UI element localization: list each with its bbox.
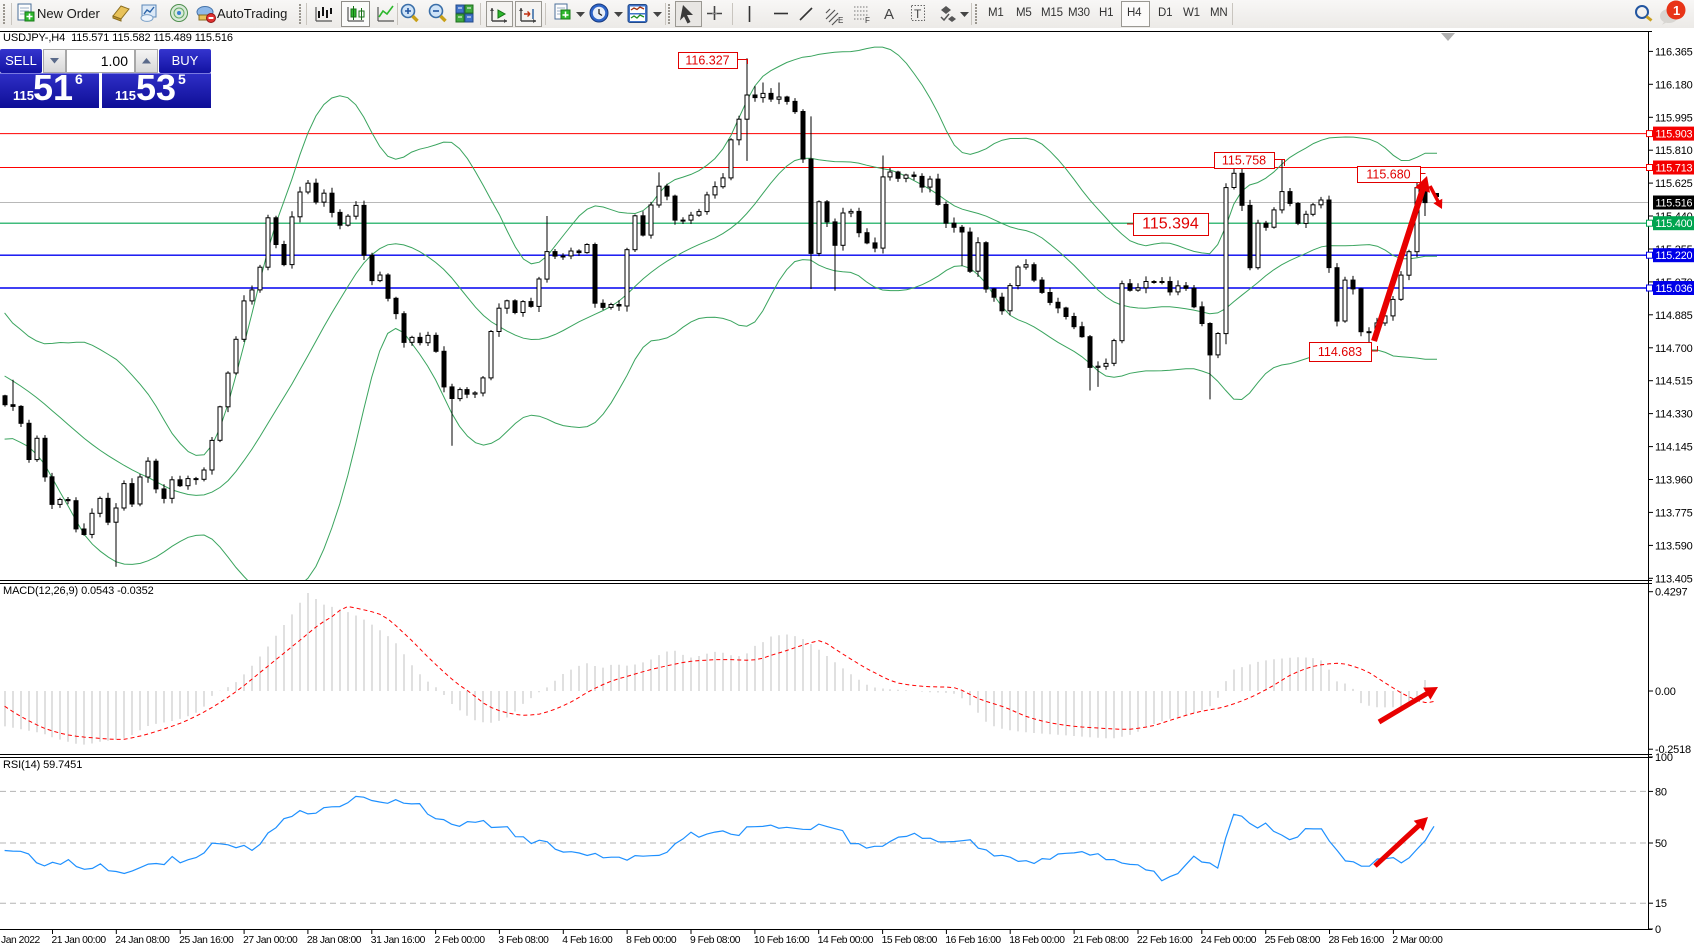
svg-text:3 Feb 08:00: 3 Feb 08:00 xyxy=(498,935,549,946)
svg-text:25 Jan 16:00: 25 Jan 16:00 xyxy=(179,935,234,946)
svg-text:115.713: 115.713 xyxy=(1656,163,1693,175)
svg-text:114.885: 114.885 xyxy=(1655,310,1693,322)
svg-text:14 Feb 00:00: 14 Feb 00:00 xyxy=(818,935,874,946)
svg-text:F: F xyxy=(865,16,870,25)
svg-text:115.758: 115.758 xyxy=(1222,154,1266,168)
svg-text:28 Feb 16:00: 28 Feb 16:00 xyxy=(1329,935,1385,946)
svg-text:116.365: 116.365 xyxy=(1655,46,1693,58)
svg-text:21 Feb 08:00: 21 Feb 08:00 xyxy=(1073,935,1129,946)
svg-text:21 Jan 00:00: 21 Jan 00:00 xyxy=(52,935,107,946)
svg-text:116.180: 116.180 xyxy=(1655,79,1693,91)
svg-text:114.330: 114.330 xyxy=(1655,409,1693,421)
svg-text:22 Feb 16:00: 22 Feb 16:00 xyxy=(1137,935,1193,946)
svg-text:15 Feb 08:00: 15 Feb 08:00 xyxy=(882,935,938,946)
svg-text:116.327: 116.327 xyxy=(685,54,729,68)
svg-text:31 Jan 16:00: 31 Jan 16:00 xyxy=(371,935,426,946)
svg-text:2 Feb 00:00: 2 Feb 00:00 xyxy=(435,935,486,946)
svg-text:2 Mar 00:00: 2 Mar 00:00 xyxy=(1392,935,1443,946)
svg-text:113.590: 113.590 xyxy=(1655,540,1693,552)
svg-text:25 Feb 08:00: 25 Feb 08:00 xyxy=(1265,935,1321,946)
svg-text:113.960: 113.960 xyxy=(1655,475,1693,487)
svg-text:114.700: 114.700 xyxy=(1655,343,1693,355)
svg-text:0: 0 xyxy=(1655,924,1661,936)
svg-text:New Order: New Order xyxy=(37,6,101,21)
svg-text:1: 1 xyxy=(1673,3,1680,18)
svg-text:50: 50 xyxy=(1655,838,1667,850)
svg-text:115.394: 115.394 xyxy=(1142,216,1199,233)
svg-text:24 Jan 08:00: 24 Jan 08:00 xyxy=(115,935,170,946)
svg-text:115.903: 115.903 xyxy=(1656,129,1693,141)
svg-text:114.145: 114.145 xyxy=(1655,442,1693,454)
svg-text:4 Feb 16:00: 4 Feb 16:00 xyxy=(562,935,613,946)
svg-text:15: 15 xyxy=(1655,898,1667,910)
svg-text:0.00: 0.00 xyxy=(1655,686,1676,698)
svg-text:24 Feb 00:00: 24 Feb 00:00 xyxy=(1201,935,1257,946)
svg-text:AutoTrading: AutoTrading xyxy=(217,6,287,21)
svg-text:115.995: 115.995 xyxy=(1655,112,1693,124)
svg-text:Jan 2022: Jan 2022 xyxy=(1,935,40,946)
svg-text:114.683: 114.683 xyxy=(1318,345,1362,359)
svg-text:115.516: 115.516 xyxy=(1656,198,1693,210)
svg-text:A: A xyxy=(884,6,894,23)
svg-text:80: 80 xyxy=(1655,786,1667,798)
svg-text:115.400: 115.400 xyxy=(1656,218,1693,230)
svg-text:115.625: 115.625 xyxy=(1655,178,1693,190)
svg-text:115.220: 115.220 xyxy=(1656,250,1693,262)
svg-text:E: E xyxy=(838,16,843,25)
svg-text:10 Feb 16:00: 10 Feb 16:00 xyxy=(754,935,810,946)
svg-text:28 Jan 08:00: 28 Jan 08:00 xyxy=(307,935,362,946)
svg-text:113.405: 113.405 xyxy=(1655,573,1693,585)
svg-text:115.680: 115.680 xyxy=(1366,168,1410,182)
svg-text:27 Jan 00:00: 27 Jan 00:00 xyxy=(243,935,298,946)
svg-text:T: T xyxy=(914,7,922,21)
svg-text:100: 100 xyxy=(1655,752,1673,764)
svg-text:8 Feb 00:00: 8 Feb 00:00 xyxy=(626,935,677,946)
svg-text:16 Feb 16:00: 16 Feb 16:00 xyxy=(945,935,1001,946)
svg-text:113.775: 113.775 xyxy=(1655,507,1693,519)
svg-text:0.4297: 0.4297 xyxy=(1655,587,1688,599)
svg-text:18 Feb 00:00: 18 Feb 00:00 xyxy=(1009,935,1065,946)
svg-text:-0.2518: -0.2518 xyxy=(1655,744,1691,756)
svg-text:9 Feb 08:00: 9 Feb 08:00 xyxy=(690,935,741,946)
svg-text:115.036: 115.036 xyxy=(1656,283,1693,295)
svg-text:114.515: 114.515 xyxy=(1655,376,1693,388)
svg-text:115.810: 115.810 xyxy=(1655,145,1693,157)
